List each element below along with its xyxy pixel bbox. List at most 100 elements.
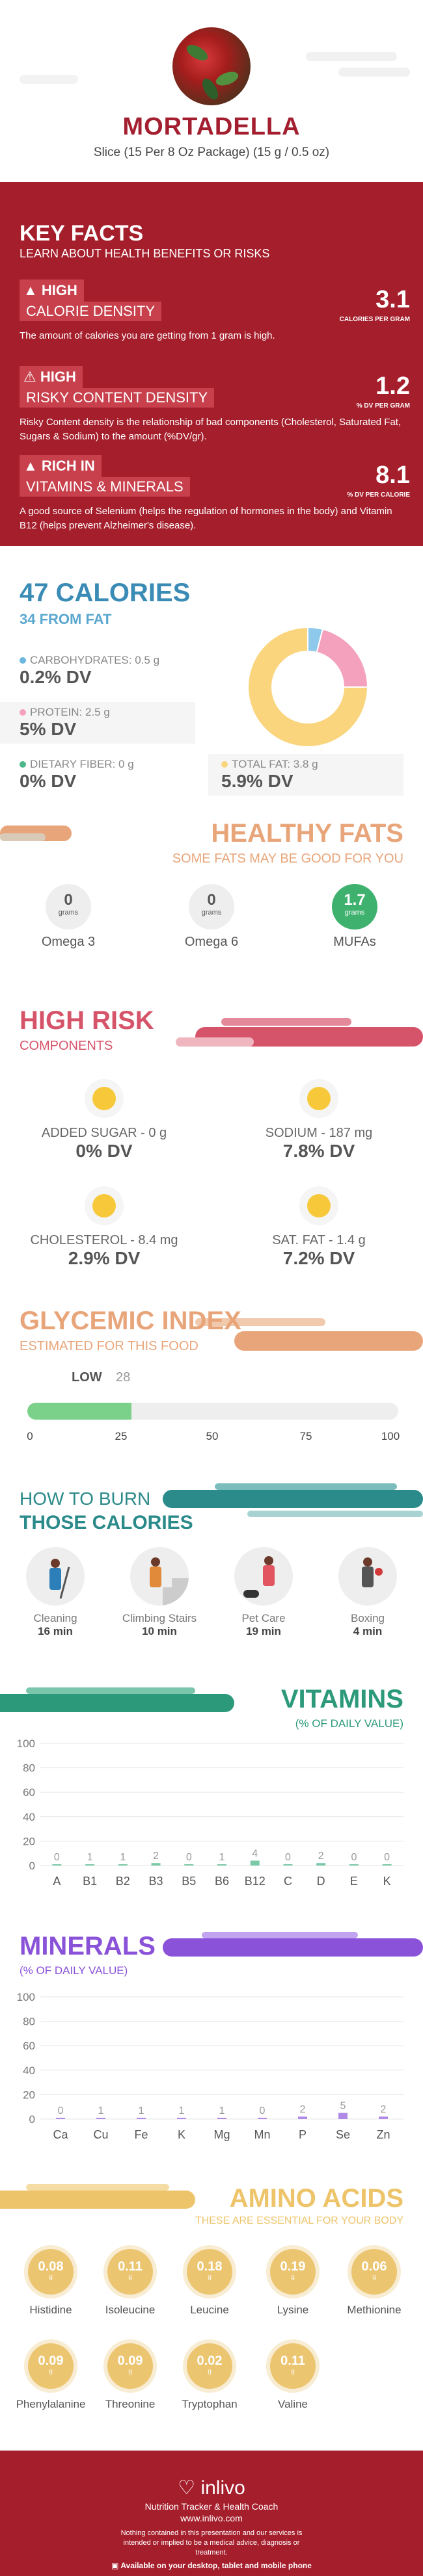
data-label: 2 <box>300 2104 306 2115</box>
page-title: MORTADELLA <box>122 113 301 140</box>
amino-valine: 0.11 g Valine <box>254 2343 332 2411</box>
amino-circle: 0.02 g <box>187 2343 232 2389</box>
key-facts-section: KEY FACTS LEARN ABOUT HEALTH BENEFITS OR… <box>0 182 423 546</box>
nutrient-label: DIETARY FIBER: 0 g <box>30 758 134 770</box>
x-tick-label: Fe <box>134 2128 148 2141</box>
devices-icon: ▣ <box>111 2561 119 2570</box>
healthy-fats-title: HEALTHY FATS <box>211 819 403 848</box>
key-facts-subtitle: LEARN ABOUT HEALTH BENEFITS OR RISKS <box>20 247 270 260</box>
footer: ♡ inlivo Nutrition Tracker & Health Coac… <box>0 2451 423 2576</box>
amino-phenylalanine: 0.09 g Phenylalanine <box>12 2343 90 2411</box>
nutrient-label: CARBOHYDRATES: 0.5 g <box>30 654 160 666</box>
vitamins-bar-chart: 100 80 60 40 20 0 0 A 1 B1 1 B2 2 B3 0 B5 1 B6 4 B12 0 C 2 D 0 E 0… <box>17 1737 403 1888</box>
fat-label: MUFAs <box>333 935 376 949</box>
bar-a <box>52 1864 62 1866</box>
macro-donut-chart <box>247 626 369 748</box>
boxing-icon <box>338 1547 397 1606</box>
healthy-fats-subtitle: SOME FATS MAY BE GOOD FOR YOU <box>172 852 403 866</box>
data-label: 0 <box>384 1852 390 1863</box>
amino-acids-title: AMINO ACIDS <box>229 2184 403 2213</box>
fire-icon: ▲ <box>23 282 38 298</box>
glycemic-title: GLYCEMIC INDEX <box>20 1307 241 1335</box>
amino-isoleucine: 0.11 g Isoleucine <box>91 2249 169 2317</box>
legend-dot <box>221 761 228 768</box>
x-tick-label: A <box>53 1875 61 1888</box>
decor-stripe <box>247 1511 423 1517</box>
risk-label: CHOLESTEROL - 8.4 mg <box>30 1233 178 1247</box>
amino-circle: 0.06 g <box>351 2249 397 2295</box>
amino-circle: 0.09 g <box>28 2343 74 2389</box>
glycemic-tick: 25 <box>115 1430 128 1442</box>
x-tick-label: K <box>383 1875 391 1888</box>
glycemic-tick: 75 <box>299 1430 312 1442</box>
legend-dot <box>20 657 26 664</box>
calories-section: 47 CALORIES 34 FROM FAT CARBOHYDRATES: 0… <box>0 572 423 832</box>
header: MORTADELLA Slice (15 Per 8 Oz Package) (… <box>0 0 423 182</box>
minerals-section: MINERALS (% OF DAILY VALUE) 100 80 60 40 20 0… <box>0 1924 423 2197</box>
risk-cholesterol: CHOLESTEROL - 8.4 mg 2.9% DV <box>7 1186 202 1269</box>
nutrient-label: TOTAL FAT: 3.8 g <box>232 758 318 770</box>
high-risk-subtitle: COMPONENTS <box>20 1039 113 1053</box>
calories-from-fat: 34 FROM FAT <box>20 611 112 627</box>
decor-stripe <box>195 1318 325 1326</box>
y-tick-label: 0 <box>29 2113 35 2126</box>
x-tick-label: Zn <box>376 2128 390 2141</box>
bar-zn <box>379 2116 388 2119</box>
risk-dv: 7.8% DV <box>282 1141 355 1161</box>
risk-added-sugar: ADDED SUGAR - 0 g 0% DV <box>7 1079 202 1162</box>
amino-label: Threonine <box>105 2398 156 2410</box>
activity-cleaning: Cleaning 16 min <box>3 1547 107 1638</box>
nutrient-dv: 0% DV <box>20 771 77 791</box>
key-fact-vitamins-minerals: ▲ RICH IN VITAMINS & MINERALS 8.1 % DV P… <box>20 455 410 533</box>
x-tick-label: B5 <box>182 1875 196 1888</box>
key-fact-risky-density: ⚠ HIGH RISKY CONTENT DENSITY 1.2 % DV PE… <box>20 366 410 444</box>
activity-time: 16 min <box>38 1625 73 1637</box>
data-label: 2 <box>318 1851 324 1862</box>
stairs-icon <box>130 1547 189 1606</box>
decor-stripe <box>338 68 410 77</box>
x-tick-label: K <box>178 2128 185 2141</box>
data-label: 0 <box>351 1852 357 1863</box>
brand-logo[interactable]: ♡ inlivo <box>178 2477 245 2499</box>
amino-acids-section: AMINO ACIDS THESE ARE ESSENTIAL FOR YOUR… <box>0 2178 423 2444</box>
vitamins-section: VITAMINS (% OF DAILY VALUE) 100 80 60 40 20 0… <box>0 1671 423 1937</box>
decor-stripe <box>0 833 46 841</box>
donut-slice-protein <box>316 628 369 688</box>
data-label: 1 <box>120 1852 126 1863</box>
data-label: 0 <box>186 1852 192 1863</box>
smiley-icon <box>299 1079 338 1118</box>
data-label: 1 <box>219 2105 225 2116</box>
amino-acids-subtitle: THESE ARE ESSENTIAL FOR YOUR BODY <box>195 2215 403 2226</box>
key-fact-value: 3.1 <box>375 286 410 313</box>
brand-url[interactable]: www.inlivo.com <box>180 2513 243 2523</box>
nutrient-dv: 0.2% DV <box>20 667 92 687</box>
amino-label: Leucine <box>190 2304 229 2316</box>
fat-omega-6: 0 grams Omega 6 <box>163 884 260 950</box>
key-fact-name: CALORIE DENSITY <box>20 302 162 321</box>
healthy-fats-section: HEALTHY FATS SOME FATS MAY BE GOOD FOR Y… <box>0 813 423 988</box>
x-tick-label: B12 <box>245 1875 266 1888</box>
key-fact-value: 8.1 <box>375 462 410 489</box>
y-tick-label: 60 <box>23 2040 35 2052</box>
data-label: 2 <box>381 2104 387 2115</box>
key-fact-unit: % DV PER CALORIE <box>347 491 410 499</box>
key-fact-unit: % DV PER GRAM <box>356 402 410 410</box>
risk-label: ADDED SUGAR - 0 g <box>41 1126 167 1140</box>
bar-b3 <box>151 1863 161 1866</box>
fat-label: Omega 3 <box>41 935 96 949</box>
decor-stripe <box>26 1687 195 1694</box>
decor-stripe <box>176 1037 254 1047</box>
bar-cu <box>96 2118 105 2119</box>
decor-stripe <box>26 2184 169 2191</box>
activity-label: Cleaning <box>33 1612 77 1624</box>
x-tick-label: Mn <box>254 2128 270 2141</box>
burn-title-line2: THOSE CALORIES <box>20 1512 193 1533</box>
vitamins-title: VITAMINS <box>280 1685 403 1713</box>
legend-dot <box>20 709 26 716</box>
decor-stripe <box>202 1932 358 1938</box>
pet-care-icon <box>234 1547 293 1606</box>
key-fact-desc: A good source of Selenium (helps the reg… <box>20 506 392 531</box>
food-image <box>172 27 251 105</box>
fat-circle: 1.7 grams <box>332 884 377 930</box>
amino-label: Isoleucine <box>105 2304 156 2316</box>
